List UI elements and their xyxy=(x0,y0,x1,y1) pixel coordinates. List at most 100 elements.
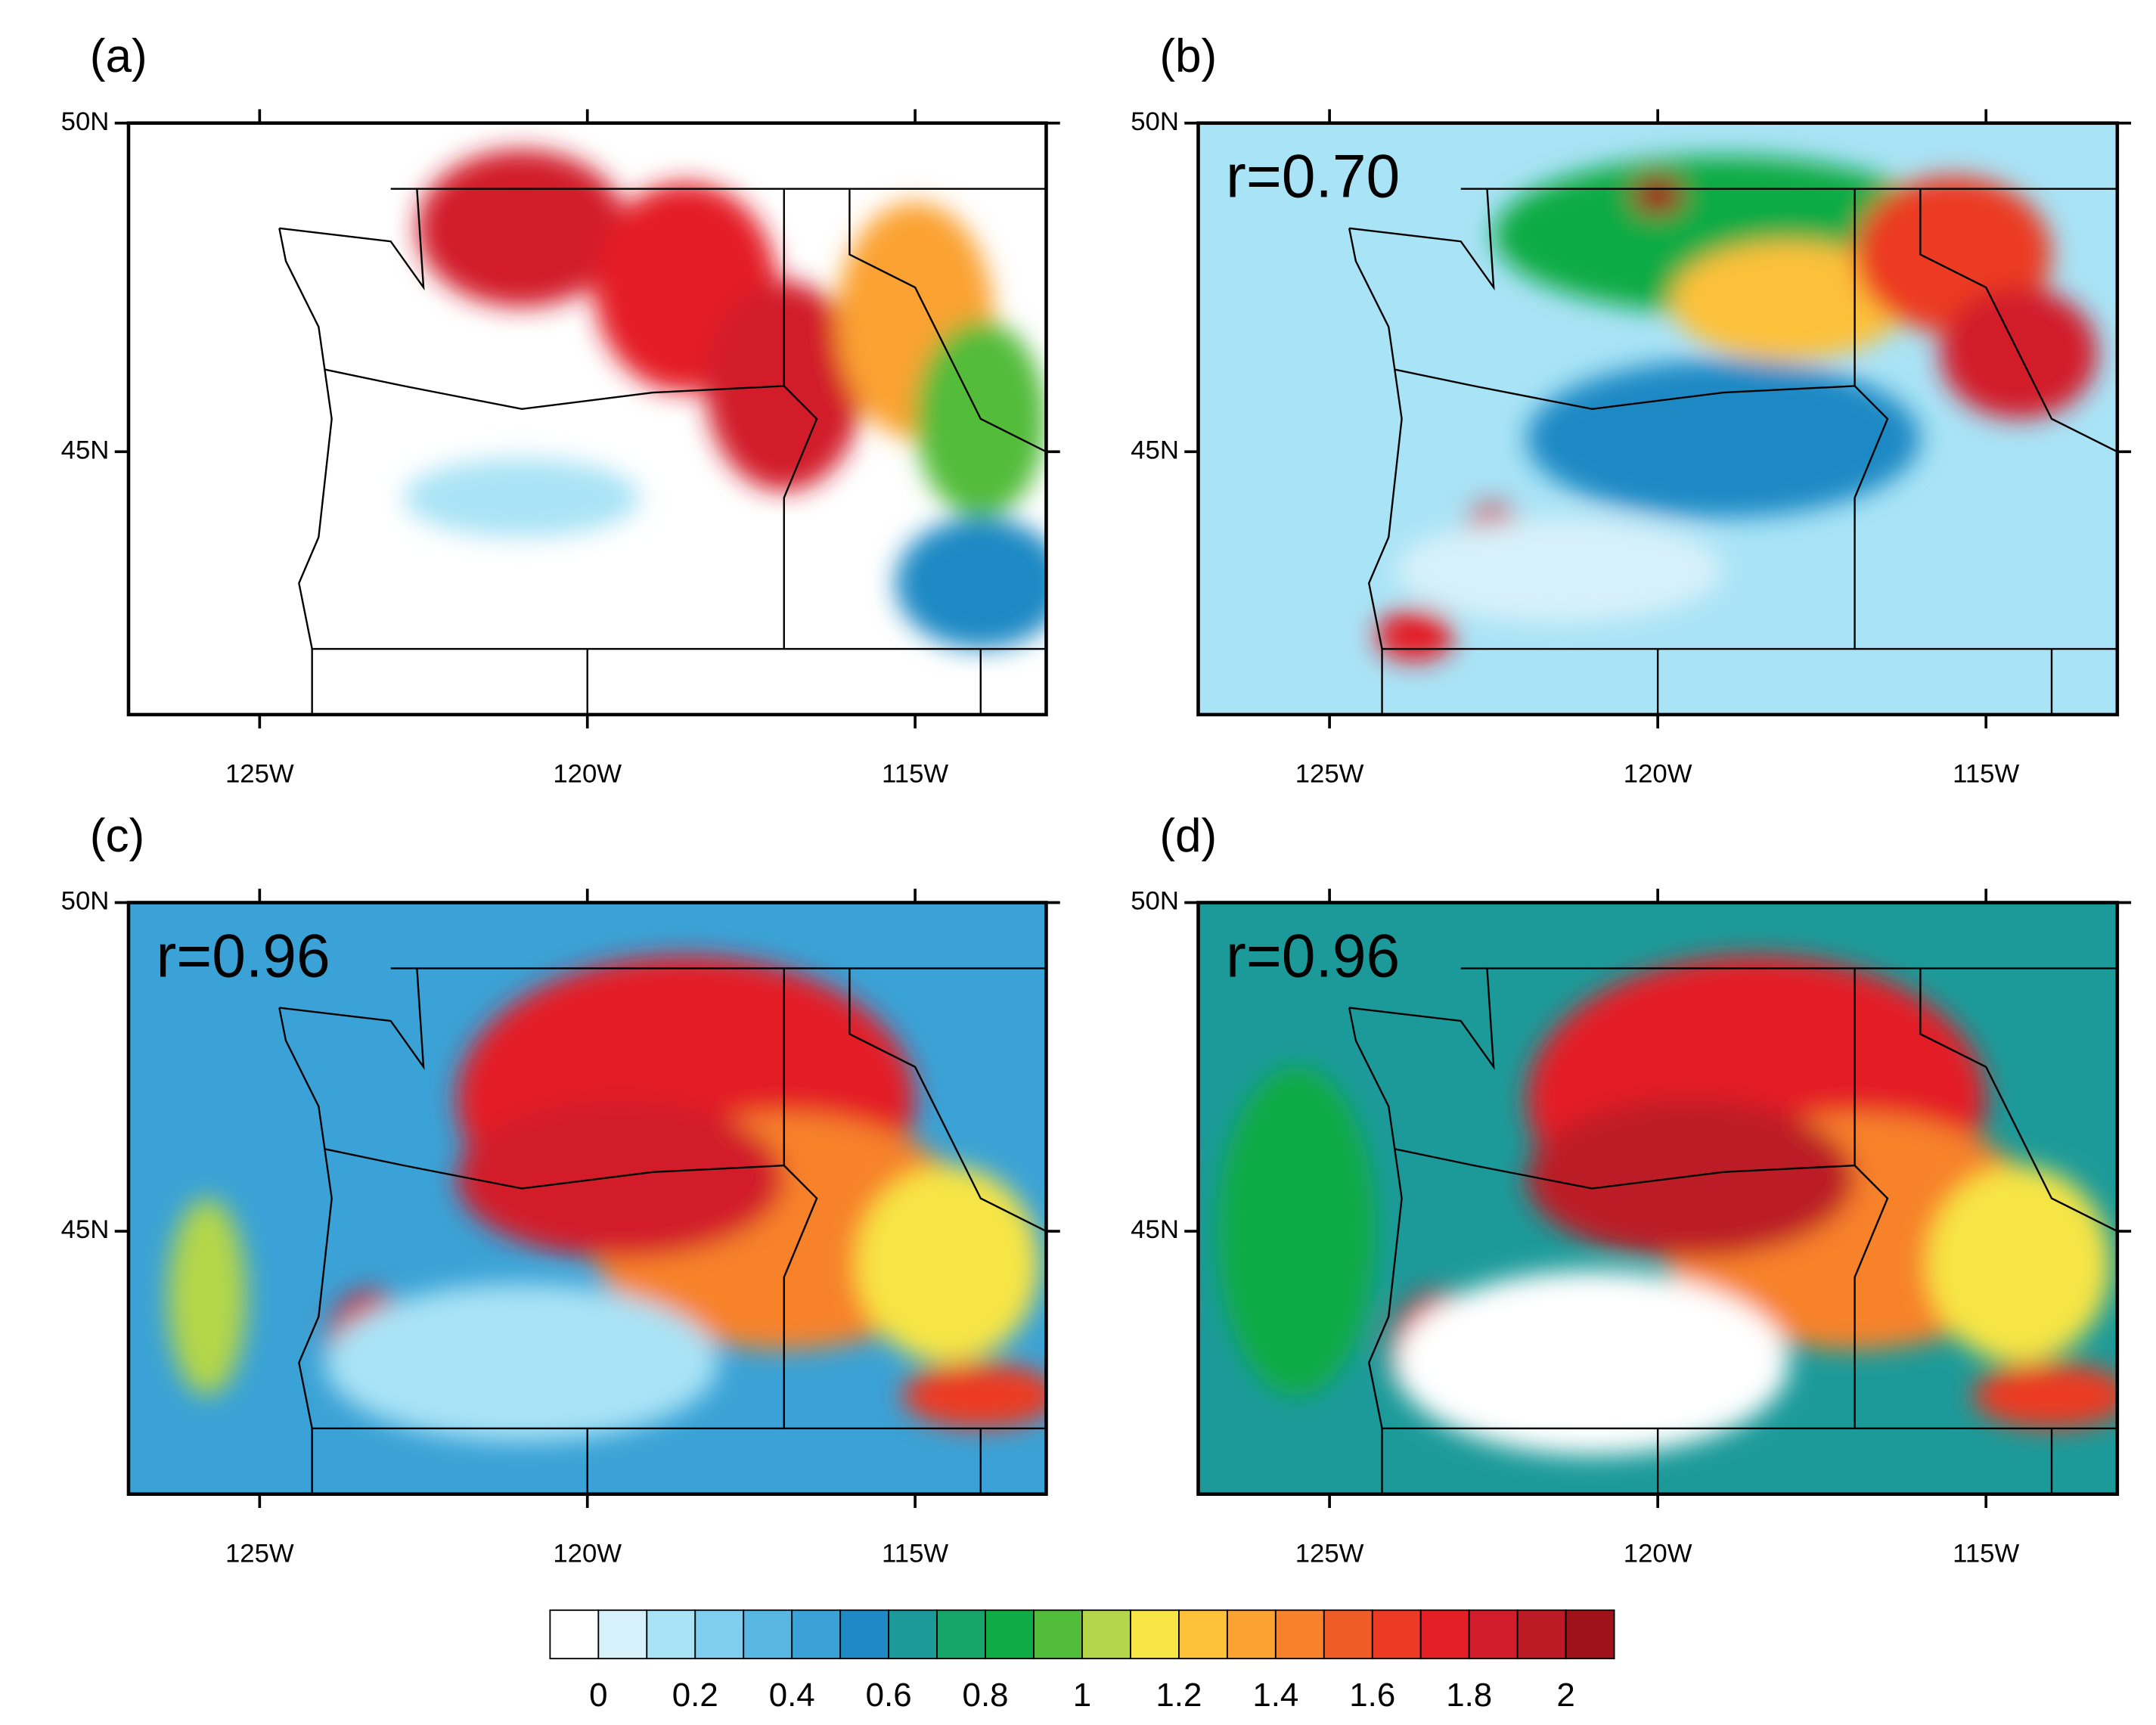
field-blob xyxy=(456,1100,784,1258)
colorbar-label: 1 xyxy=(1073,1677,1091,1714)
x-tick-label: 125W xyxy=(1295,1539,1364,1568)
x-tick-label: 120W xyxy=(1624,1539,1692,1568)
field-blob xyxy=(324,1283,719,1442)
boundary xyxy=(848,968,1047,1233)
field-blob xyxy=(1927,1165,2111,1363)
y-tick-label: 50N xyxy=(61,107,110,136)
colorbar-label: 0 xyxy=(589,1677,607,1714)
colorbar-label: 1.6 xyxy=(1349,1677,1395,1714)
boundary xyxy=(1394,188,1856,411)
field-blob xyxy=(1526,359,1921,518)
colorbar-box xyxy=(936,1609,986,1660)
colorbar-box xyxy=(1033,1609,1083,1660)
field-blob xyxy=(1394,1270,1789,1455)
map-field xyxy=(1198,902,2117,1494)
colorbar-box xyxy=(1468,1609,1519,1660)
field-blob xyxy=(1375,609,1455,662)
boundary xyxy=(1348,228,1403,715)
panel-label: (c) xyxy=(90,810,144,862)
colorbar-box xyxy=(549,1609,600,1660)
blobs xyxy=(404,149,1047,650)
field-blob xyxy=(1526,1100,1855,1258)
map-field xyxy=(128,123,1047,715)
boundary xyxy=(279,968,425,1070)
x-tick-label: 120W xyxy=(553,1539,622,1568)
colorbar-box xyxy=(1371,1609,1422,1660)
boundary xyxy=(278,228,333,715)
colorbar-box xyxy=(1226,1609,1277,1660)
boundary xyxy=(1349,188,1495,291)
boundary xyxy=(1919,188,2117,453)
x-tick-label: 125W xyxy=(225,760,294,789)
correlation: r=0.96 xyxy=(1226,922,1400,990)
blobs xyxy=(1218,955,2117,1455)
correlation: r=0.96 xyxy=(157,922,330,990)
field-blob xyxy=(404,458,641,538)
colorbar-box xyxy=(1565,1609,1615,1660)
field-blob xyxy=(856,1165,1040,1363)
panel-label: (b) xyxy=(1159,30,1217,82)
x-tick-label: 120W xyxy=(1624,760,1692,789)
x-tick-label: 115W xyxy=(1953,1539,2019,1568)
y-tick-label: 45N xyxy=(1131,436,1179,464)
boundary xyxy=(278,1007,333,1494)
y-tick-label: 50N xyxy=(1131,107,1179,136)
colorbar-box xyxy=(694,1609,745,1660)
boundary xyxy=(324,968,785,1190)
field-blob xyxy=(167,1198,247,1396)
panel-label: (d) xyxy=(1159,810,1217,862)
y-tick-label: 45N xyxy=(61,1215,110,1244)
colorbar-box xyxy=(646,1609,696,1660)
colorbar-box xyxy=(1274,1609,1325,1660)
boundary xyxy=(848,188,1047,453)
colorbar-label: 0.2 xyxy=(672,1677,718,1714)
boundary xyxy=(1854,1165,1889,1429)
y-tick-label: 45N xyxy=(1131,1215,1179,1244)
colorbar-box xyxy=(1130,1609,1180,1660)
x-tick-label: 115W xyxy=(882,1539,948,1568)
boundary xyxy=(1348,1007,1403,1494)
map-field xyxy=(128,902,1047,1494)
y-tick-label: 50N xyxy=(61,887,110,916)
colorbar-box xyxy=(791,1609,842,1660)
colorbar-label: 0.4 xyxy=(769,1677,815,1714)
colorbar-label: 0.6 xyxy=(866,1677,912,1714)
colorbar-box xyxy=(1177,1609,1228,1660)
boundary xyxy=(1349,968,1495,1070)
colorbar-label: 0.8 xyxy=(963,1677,1009,1714)
x-tick-label: 125W xyxy=(1295,760,1364,789)
colorbar-box xyxy=(1516,1609,1567,1660)
field-blob xyxy=(895,517,1047,650)
colorbar-box xyxy=(839,1609,890,1660)
boundary xyxy=(324,188,785,411)
field-blob xyxy=(1394,517,1723,623)
field-blob xyxy=(1972,1362,2117,1429)
colorbar-box xyxy=(1323,1609,1373,1660)
boundary xyxy=(1919,968,2117,1233)
boundary xyxy=(1854,385,1889,650)
field-blob xyxy=(901,1362,1047,1429)
colorbar-label: 1.4 xyxy=(1252,1677,1298,1714)
boundary xyxy=(783,1165,818,1429)
boundary xyxy=(279,188,425,291)
field-blob xyxy=(1631,175,1684,216)
colorbar-box xyxy=(1081,1609,1131,1660)
blobs xyxy=(1375,156,2098,662)
field-blob xyxy=(1218,1066,1376,1396)
y-tick-label: 50N xyxy=(1131,887,1179,916)
x-tick-label: 115W xyxy=(1953,760,2019,789)
map-field xyxy=(1198,123,2117,715)
colorbar-box xyxy=(743,1609,793,1660)
colorbar-box xyxy=(888,1609,938,1660)
colorbar-box xyxy=(985,1609,1035,1660)
colorbar-box xyxy=(597,1609,648,1660)
panel-label: (a) xyxy=(90,30,147,82)
correlation: r=0.70 xyxy=(1226,143,1400,211)
x-tick-label: 115W xyxy=(882,760,948,789)
field-blob xyxy=(1671,241,1908,360)
colorbar-box xyxy=(1419,1609,1470,1660)
colorbar-label: 1.2 xyxy=(1156,1677,1202,1714)
colorbar-label: 2 xyxy=(1556,1677,1574,1714)
blobs xyxy=(167,955,1047,1442)
